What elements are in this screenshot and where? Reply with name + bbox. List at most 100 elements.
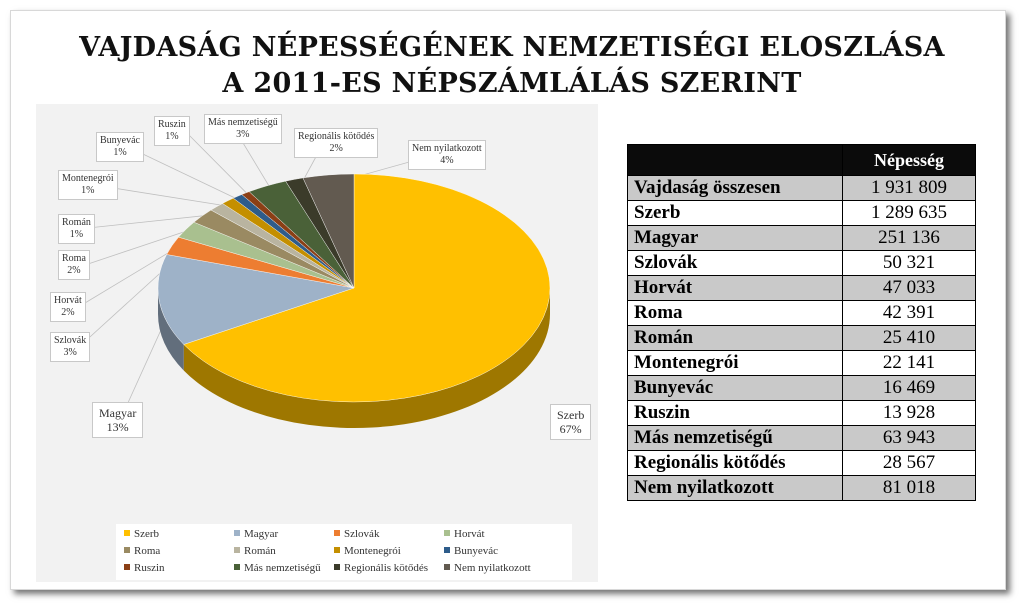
table-cell-nationality: Szerb — [627, 200, 843, 226]
data-label-montenegrói: Montenegrói 1% — [58, 170, 118, 200]
data-label-nem-nyilatkozott: Nem nyilatkozott 4% — [408, 140, 486, 170]
table-cell-nationality: Magyar — [627, 225, 843, 251]
table-cell-nationality: Ruszin — [627, 400, 843, 426]
data-label-name: Roma — [62, 253, 86, 264]
pie-slices — [157, 173, 551, 403]
table-cell-population: 13 928 — [842, 400, 976, 426]
table-cell-population: 22 141 — [842, 350, 976, 376]
data-label-más-nemzetiségű: Más nemzetiségű 3% — [204, 114, 282, 144]
data-label-percent: 3% — [63, 347, 77, 358]
table-cell-population: 42 391 — [842, 300, 976, 326]
table-cell-nationality: Szlovák — [627, 250, 843, 276]
data-label-percent: 1% — [165, 131, 179, 142]
data-label-name: Ruszin — [158, 119, 186, 130]
data-label-szlovák: Szlovák 3% — [50, 332, 91, 362]
data-label-horvát: Horvát 2% — [50, 292, 86, 322]
data-label-percent: 1% — [69, 229, 84, 240]
table-row: Roma 42 391 — [627, 300, 976, 326]
legend-item-regionális-kötődés: Regionális kötődés — [334, 562, 428, 574]
legend-swatch — [334, 564, 340, 571]
data-label-percent: 3% — [236, 129, 250, 140]
legend-item-montenegrói: Montenegrói — [334, 545, 401, 557]
legend-swatch — [234, 547, 240, 554]
table-cell-nationality: Vajdaság összesen — [627, 175, 843, 201]
table-cell-nationality: Bunyevác — [627, 375, 843, 401]
table-row: Szlovák 50 321 — [627, 250, 976, 276]
population-table: Népesség Vajdaság összesen 1 931 809 Szerb… — [627, 144, 976, 501]
legend-label: Szlovák — [344, 528, 380, 540]
data-label-roma: Roma 2% — [58, 250, 90, 280]
table-row: Más nemzetiségű 63 943 — [627, 425, 976, 451]
legend-swatch — [234, 564, 240, 571]
data-label-name: Szlovák — [54, 335, 87, 346]
table-row: Magyar 251 136 — [627, 225, 976, 251]
data-label-percent: 2% — [67, 265, 81, 276]
table-cell-nationality: Montenegrói — [627, 350, 843, 376]
table-header-row: Népesség — [627, 144, 976, 176]
table-cell-population: 47 033 — [842, 275, 976, 301]
table-cell-nationality: Horvát — [627, 275, 843, 301]
data-label-ruszin: Ruszin 1% — [154, 116, 190, 146]
table-row: Montenegrói 22 141 — [627, 350, 976, 376]
data-label-magyar: Magyar 13% — [92, 402, 144, 438]
table-row: Ruszin 13 928 — [627, 400, 976, 426]
table-body: Vajdaság összesen 1 931 809 Szerb 1 289 635… — [627, 175, 976, 501]
data-label-name: Bunyevác — [100, 135, 140, 146]
data-label-name: Horvát — [54, 295, 82, 306]
legend-swatch — [124, 564, 130, 571]
data-label-bunyevác: Bunyevác 1% — [96, 132, 144, 162]
legend-label: Montenegrói — [344, 545, 401, 557]
pie-chart-area: Szerb 67% Magyar 13% Szlovák 3% Horvát 2% Roma 2%… — [36, 104, 598, 582]
legend-item-horvát: Horvát — [444, 528, 485, 540]
legend-item-más-nemzetiségű: Más nemzetiségű — [234, 562, 321, 574]
data-label-name: Más nemzetiségű — [208, 117, 278, 128]
legend-label: Regionális kötődés — [344, 562, 429, 574]
table-row: Szerb 1 289 635 — [627, 200, 976, 226]
legend-item-ruszin: Ruszin — [124, 562, 165, 574]
data-label-name: Magyar — [99, 406, 137, 420]
legend-label: Horvát — [454, 528, 485, 540]
data-label-percent: 13% — [106, 420, 129, 434]
pie-side-szerb — [183, 288, 550, 428]
table-cell-population: 28 567 — [842, 450, 976, 476]
table-cell-population: 63 943 — [842, 425, 976, 451]
legend-label: Roma — [134, 545, 161, 557]
legend-swatch — [334, 530, 340, 537]
legend-item-nem-nyilatkozott: Nem nyilatkozott — [444, 562, 531, 574]
data-label-regionális-kötődés: Regionális kötődés 2% — [294, 128, 379, 158]
legend-label: Más nemzetiségű — [244, 562, 321, 574]
data-label-percent: 2% — [61, 307, 75, 318]
data-label-name: Regionális kötődés — [298, 131, 375, 142]
data-label-román: Román 1% — [58, 214, 95, 244]
legend-swatch — [444, 530, 450, 537]
data-label-percent: 2% — [329, 143, 343, 154]
table-cell-population: 25 410 — [842, 325, 976, 351]
pie-slice-nem-nyilatkozott — [302, 173, 355, 289]
legend-label: Magyar — [244, 528, 279, 540]
data-label-percent: 67% — [559, 422, 582, 436]
leader-line — [183, 129, 255, 201]
chart-legend: Szerb Magyar Szlovák Horvát Roma Román Montene… — [116, 524, 572, 580]
leader-line — [125, 145, 248, 205]
table-cell-population: 50 321 — [842, 250, 976, 276]
pie-slice-magyar — [157, 254, 355, 345]
pie-side-walls — [158, 288, 550, 428]
legend-swatch — [124, 530, 130, 537]
table-row: Horvát 47 033 — [627, 275, 976, 301]
table-cell-nationality: Regionális kötődés — [627, 450, 843, 476]
legend-swatch — [444, 564, 450, 571]
table-row: Vajdaság összesen 1 931 809 — [627, 175, 976, 201]
data-label-name: Nem nyilatkozott — [412, 143, 482, 154]
table-cell-nationality: Más nemzetiségű — [627, 425, 843, 451]
table-row: Bunyevác 16 469 — [627, 375, 976, 401]
legend-swatch — [124, 547, 130, 554]
legend-label: Bunyevác — [454, 545, 498, 557]
table-header-population: Népesség — [842, 144, 976, 176]
table-row: Nem nyilatkozott 81 018 — [627, 475, 976, 501]
table-cell-population: 81 018 — [842, 475, 976, 501]
table-cell-nationality: Nem nyilatkozott — [627, 475, 843, 501]
legend-item-roma: Roma — [124, 545, 160, 557]
pie-slice-szerb — [183, 173, 551, 403]
title-line-1: VAJDASÁG NÉPESSÉGÉNEK NEMZETISÉGI ELOSZL… — [79, 32, 945, 63]
table-cell-population: 251 136 — [842, 225, 976, 251]
